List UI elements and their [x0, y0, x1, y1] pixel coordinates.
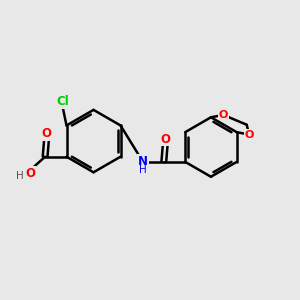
Text: N: N — [138, 155, 148, 168]
Text: H: H — [16, 171, 24, 181]
Text: O: O — [42, 127, 52, 140]
Text: O: O — [160, 133, 170, 146]
Text: O: O — [219, 110, 228, 120]
Text: Cl: Cl — [57, 95, 69, 108]
Text: O: O — [244, 130, 254, 140]
Text: O: O — [25, 167, 35, 179]
Text: H: H — [139, 165, 147, 175]
